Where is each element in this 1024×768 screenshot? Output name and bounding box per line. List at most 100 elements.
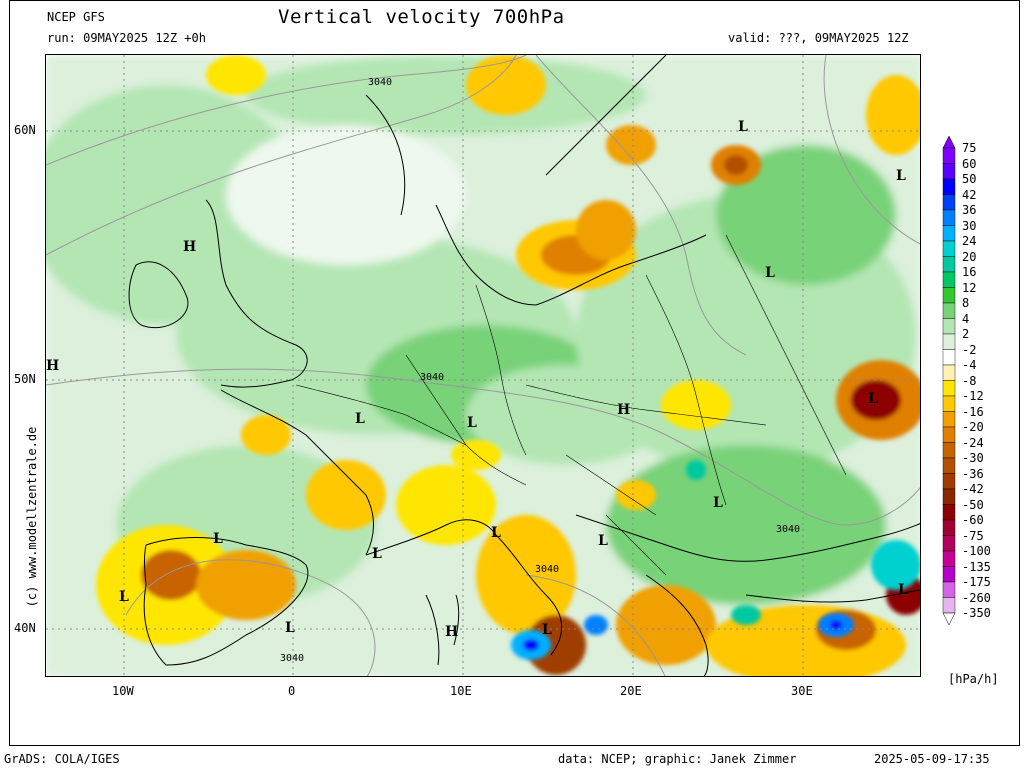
legend-swatch [942,566,956,583]
lon-label: 10E [450,684,472,698]
low-pressure-marker: L [467,415,477,431]
lat-label: 60N [14,123,36,137]
contour-label: 3040 [420,372,445,383]
footer-credit: data: NCEP; graphic: Janek Zimmer [558,752,797,766]
legend-label: -12 [962,389,984,403]
legend-swatch [942,240,956,257]
legend-swatch [942,287,956,304]
footer-software: GrADS: COLA/IGES [4,752,120,766]
geopotential-contours [46,55,920,676]
legend-label: -16 [962,404,984,419]
legend-arrow-bottom [942,612,956,626]
low-pressure-marker: L [119,589,129,605]
low-pressure-marker: L [896,168,906,184]
low-pressure-marker: L [765,265,775,281]
chart-title: Vertical velocity 700hPa [278,6,565,28]
legend-label: 42 [962,187,977,202]
lon-label: 10W [112,684,134,698]
legend-swatch [942,426,956,443]
legend-swatch [942,395,956,412]
legend-swatch [942,488,956,505]
low-pressure-marker: L [898,582,908,598]
country-borders [295,234,847,576]
contour-label: 3040 [368,77,393,88]
legend-swatch [942,535,956,552]
legend-swatch [942,380,956,397]
low-pressure-marker: L [372,546,382,562]
model-name: NCEP GFS [47,10,105,24]
legend-swatch [942,550,956,567]
contour-label: 3040 [280,653,305,664]
graticule [46,55,920,676]
legend-swatch [942,147,956,164]
plot-frame [9,0,1020,746]
legend-label: -50 [962,497,984,512]
legend-swatch [942,302,956,319]
legend-label: -8 [962,373,977,388]
legend-label: 30 [962,218,977,233]
lon-label: 0 [288,684,296,698]
low-pressure-marker: L [285,620,295,636]
legend-swatch [942,163,956,180]
low-pressure-marker: L [713,495,723,511]
legend-label: -20 [962,420,984,434]
legend-label: -2 [962,342,977,357]
map-panel: L L L L L L L L L L L L L L L H H H H 30… [45,54,921,677]
legend-swatch [942,318,956,335]
legend-label: 12 [962,280,977,295]
footer-timestamp: 2025-05-09-17:35 [874,752,990,766]
legend-label: -350 [962,606,991,620]
legend-label: -75 [962,528,984,543]
low-pressure-marker: L [355,411,365,427]
legend-label: 20 [962,249,977,264]
legend-arrow-top [942,136,956,149]
run-time: run: 09MAY2025 12Z +0h [47,31,206,45]
legend-label: 36 [962,203,977,217]
legend-label: 4 [962,311,970,326]
convection-spots [511,460,920,660]
legend-swatch [942,256,956,273]
lon-label: 20E [620,684,642,698]
legend-swatch [942,271,956,288]
high-pressure-marker: H [617,402,631,418]
legend-label: -30 [962,451,984,465]
legend-swatch [942,473,956,490]
legend-label: 8 [962,296,970,310]
legend-unit: [hPa/h] [948,672,999,686]
legend-colorbar [942,136,956,626]
weather-map [46,55,920,676]
high-pressure-marker: H [46,358,60,374]
legend-swatch [942,225,956,242]
legend-label: 2 [962,327,970,341]
legend-swatch [942,457,956,474]
legend-label: -36 [962,466,984,481]
copyright-text: (c) www.modellzentrale.de [25,426,39,608]
legend-label: 50 [962,172,977,186]
low-pressure-marker: L [598,533,608,549]
lon-label: 30E [791,684,813,698]
legend-label: -60 [962,513,984,527]
legend-label: -42 [962,482,984,496]
legend-label: 75 [962,141,977,155]
legend-swatch [942,442,956,459]
legend-label: -24 [962,435,984,450]
low-pressure-marker: L [542,622,552,638]
high-pressure-marker: H [445,624,459,640]
low-pressure-marker: L [738,119,748,135]
legend-swatch [942,519,956,536]
legend-label: 24 [962,234,977,248]
legend-swatch [942,364,956,381]
legend-swatch [942,209,956,226]
legend-label: -175 [962,575,991,589]
low-pressure-marker: L [868,391,878,407]
legend-swatch [942,333,956,350]
legend-label: 16 [962,265,977,279]
low-pressure-marker: L [213,531,223,547]
legend-label: -135 [962,559,991,574]
contour-label: 3040 [535,564,560,575]
low-pressure-marker: L [491,525,501,541]
legend-swatch [942,504,956,521]
legend-swatch [942,349,956,366]
lat-label: 50N [14,372,36,386]
legend-swatch [942,194,956,211]
